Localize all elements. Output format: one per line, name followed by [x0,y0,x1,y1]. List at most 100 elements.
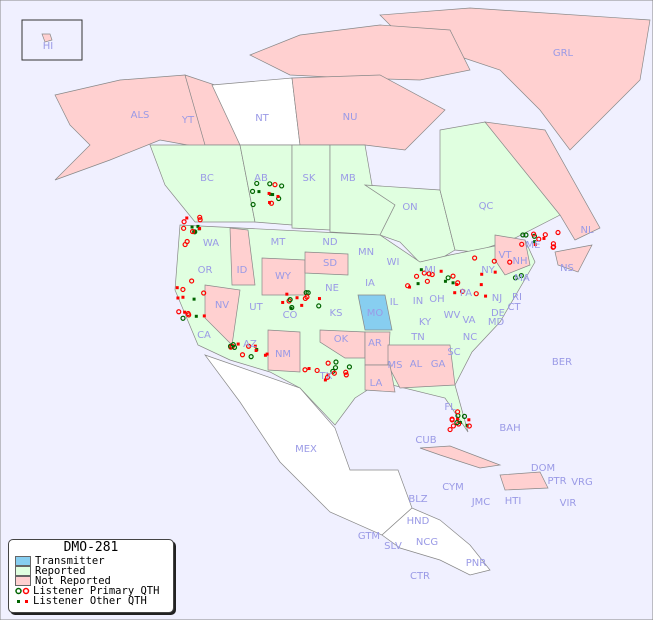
region-label-wi: WI [387,257,400,268]
region-label-sd: SD [323,258,337,269]
listener-primary-marker [346,364,353,370]
region-label-ia: IA [365,278,375,289]
region-wyoming [261,257,306,296]
region-nova-scotia [554,244,593,273]
legend-not-reported: Not Reported [9,576,173,586]
region-label-ut: UT [249,302,263,313]
listener-primary-marker [455,409,461,415]
listener-other-marker [479,283,483,287]
region-label-mt: MT [271,237,287,248]
region-label-bc: BC [200,173,214,184]
region-label-ptr: PTR [547,476,566,487]
region-label-ns: NS [560,263,574,274]
region-label-co: CO [283,310,298,321]
listener-primary-marker [192,229,198,235]
region-label-cub: CUB [415,435,436,446]
region-label-ky: KY [419,317,432,328]
listener-primary-marker [279,183,285,189]
region-label-ok: OK [334,334,349,345]
region-mississippi-alabama-georgia [387,344,456,389]
listener-primary-marker [245,343,252,349]
region-label-ne: NE [325,283,339,294]
legend-other-qth: Listener Other QTH [9,596,173,606]
listener-primary-marker [536,236,542,242]
region-label-hi: HI [43,41,53,52]
region-british-columbia [149,144,256,223]
reported-swatch [15,566,31,576]
region-label-mi: MI [424,265,436,276]
region-label-ga: GA [431,359,446,370]
listener-primary-marker [450,273,456,279]
region-label-ab: AB [254,173,268,184]
region-label-wy: WY [275,271,292,282]
region-label-gtm: GTM [358,531,380,542]
listener-primary-marker [176,309,182,315]
listener-primary-marker [230,342,236,348]
listener-other-marker [271,193,275,197]
listener-primary-marker [523,232,529,238]
listener-primary-marker [250,201,256,208]
listener-other-marker [326,373,330,377]
region-south-dakota [304,251,349,276]
region-label-nu: NU [343,112,358,123]
listener-primary-marker [197,214,203,220]
region-label-dom: DOM [531,463,555,474]
listener-other-marker [533,240,537,244]
region-idaho [229,227,256,286]
listener-primary-marker [413,273,420,279]
listener-other-marker [257,190,261,194]
region-label-il: IL [390,297,399,308]
region-label-ar: AR [368,338,382,349]
listener-other-marker [300,303,304,307]
listener-primary-marker [184,238,190,245]
region-label-vt: VT [499,250,513,261]
region-label-oh: OH [429,294,444,305]
region-label-wa: WA [203,238,219,249]
listener-other-marker [190,225,194,229]
listener-primary-marker [248,354,254,360]
region-label-nh: NH [513,256,528,267]
listener-other-marker [480,272,484,276]
listener-primary-marker [287,297,293,303]
region-label-ct: CT [507,302,521,313]
region-hispaniola [499,471,549,491]
region-label-nc: NC [463,332,477,343]
listener-primary-marker [459,288,466,294]
listener-other-marker [202,314,206,318]
region-label-yt: YT [181,115,195,126]
region-label-vrg: VRG [571,477,593,488]
legend-label: Reported [35,565,86,577]
listener-other-marker [456,417,460,421]
listener-primary-marker [473,291,479,297]
listener-primary-marker [267,181,273,187]
region-label-la: LA [370,378,383,389]
listener-other-marker [236,342,240,346]
region-label-id: ID [237,265,248,276]
region-new-england [494,234,531,276]
listener-other-marker [254,348,258,352]
listener-other-marker [323,378,327,382]
listener-primary-marker [454,420,460,426]
region-label-pa: PA [460,288,472,299]
listener-other-marker [196,224,200,228]
region-label-ms: MS [388,360,403,371]
legend-transmitter: Transmitter [9,556,173,566]
listener-primary-marker [197,217,203,223]
hawaii-inset [21,19,83,61]
listener-primary-marker [180,286,186,293]
listener-primary-marker [343,369,349,375]
listener-other-marker [267,191,271,195]
listener-primary-marker [181,219,187,225]
region-label-nl: NL [580,225,593,236]
region-label-qc: QC [479,201,494,212]
region-label-ber: BER [552,357,572,368]
legend-title: DMO-281 [63,540,119,555]
listener-primary-marker [520,232,526,238]
region-saskatchewan [291,144,331,231]
listener-primary-marker [512,275,519,281]
listener-primary-marker [180,315,186,321]
region-label-pnr: PNR [466,558,487,569]
listener-primary-marker [447,426,453,433]
region-hawaii [41,33,53,43]
